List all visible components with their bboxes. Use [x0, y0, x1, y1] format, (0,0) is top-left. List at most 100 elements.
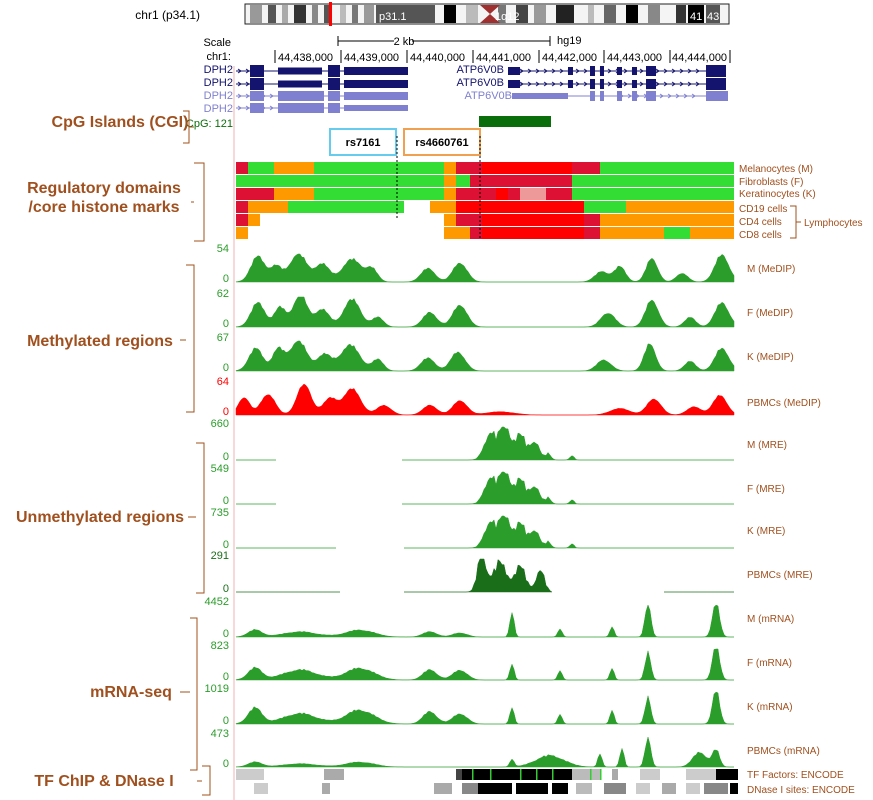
- gene-exon: [600, 91, 604, 101]
- ideogram-chrom-label: chr1 (p34.1): [135, 8, 200, 22]
- gene-exon: [590, 91, 595, 101]
- regulatory-segment: [584, 201, 626, 213]
- track-max-label: 823: [211, 640, 229, 652]
- gene-track: DPH2 DPH2 DPH2 DPH2 ATP6V0B ATP6V0B ATP6…: [204, 64, 728, 115]
- signal-area: [235, 340, 735, 372]
- track-min-label: 0: [223, 583, 229, 595]
- strand-arrow: [695, 68, 700, 74]
- track-label: F (MeDIP): [747, 308, 793, 319]
- gene-label: DPH2: [204, 64, 233, 76]
- regulatory-segment: [572, 175, 734, 187]
- gene-exon: [250, 65, 264, 77]
- regulatory-segment: [546, 188, 572, 200]
- regulatory-segment: [274, 188, 314, 200]
- gene-exon: [590, 79, 595, 89]
- gene-exon: [344, 105, 408, 111]
- signal-area: [235, 253, 735, 283]
- strand-arrow: [543, 81, 548, 87]
- strand-arrow: [691, 93, 696, 99]
- regulatory-segment: [664, 227, 690, 239]
- regulatory-row-label: Fibroblasts (F): [739, 177, 803, 188]
- dnase-site-block: [462, 783, 478, 794]
- track-label: TF Factors: ENCODE: [747, 770, 844, 781]
- section-title-regulatory: /core histone marks: [28, 199, 179, 216]
- strand-arrow: [575, 68, 580, 74]
- strand-arrow: [527, 68, 532, 74]
- gene-exon: [508, 67, 520, 75]
- regulatory-segment: [236, 201, 248, 213]
- gene-exon: [706, 65, 726, 77]
- regulatory-segment: [600, 227, 664, 239]
- gene-exon: [600, 79, 604, 89]
- gene-exon: [508, 80, 520, 88]
- strand-arrow: [527, 81, 532, 87]
- signal-tracks: [235, 253, 735, 768]
- regulatory-segment: [444, 188, 456, 200]
- tf-factor-block: [640, 769, 660, 780]
- gene-exon: [512, 93, 568, 99]
- regulatory-segment: [248, 201, 288, 213]
- track-label: PBMCs (MeDIP): [747, 398, 821, 409]
- signal-area: [236, 426, 734, 461]
- ideogram-band: [324, 5, 332, 23]
- strand-arrow: [575, 81, 580, 87]
- track-max-label: 660: [211, 418, 229, 430]
- signal-area: [235, 736, 734, 768]
- gene-exon: [568, 80, 573, 88]
- section-bracket: [197, 765, 211, 796]
- strand-arrow: [269, 105, 274, 111]
- signal-area: [235, 296, 735, 328]
- position-tick-label: 44,441,000: [476, 52, 531, 64]
- strand-arrow: [663, 81, 668, 87]
- strand-arrow: [551, 68, 556, 74]
- gene-exon: [617, 67, 622, 75]
- section-bracket: [183, 110, 194, 144]
- regulatory-segment: [444, 214, 456, 226]
- tf-factor-block: [716, 769, 738, 780]
- strand-arrow: [695, 81, 700, 87]
- track-min-label: 0: [223, 362, 229, 374]
- regulatory-segment: [248, 162, 274, 174]
- regulatory-segment: [456, 175, 470, 187]
- strand-arrow: [675, 93, 680, 99]
- position-tick-label: 44,443,000: [607, 52, 662, 64]
- signal-gap: [276, 459, 402, 461]
- strand-arrow: [687, 81, 692, 87]
- track-label: K (MeDIP): [747, 352, 794, 363]
- strand-arrow: [639, 68, 644, 74]
- gene-exon: [344, 80, 408, 88]
- regulatory-row-label: Keratinocytes (K): [739, 189, 816, 200]
- strand-arrow: [237, 105, 242, 111]
- regulatory-row-label: CD4 cells: [739, 217, 782, 228]
- tf-factor-mark: [490, 769, 492, 780]
- scale-bar-label: 2 kb: [394, 36, 415, 48]
- lymphocytes-bracket: [790, 205, 801, 239]
- chrom-position-label: chr1:: [207, 51, 231, 63]
- regulatory-segment: [584, 214, 600, 226]
- track-label: PBMCs (MRE): [747, 570, 813, 581]
- signal-gap: [276, 503, 402, 505]
- strand-arrow: [623, 68, 628, 74]
- section-bracket: [180, 264, 195, 413]
- strand-arrow: [559, 81, 564, 87]
- regulatory-segment: [626, 201, 734, 213]
- regulatory-segment: [496, 188, 508, 200]
- dnase-site-block: [434, 783, 452, 794]
- track-max-label: 549: [211, 463, 229, 475]
- snp-box-rs7161: [329, 128, 397, 156]
- regulatory-segment: [274, 162, 314, 174]
- signal-track-labels: 54 0 M (MeDIP) 62 0 F (MeDIP) 67 0 K (Me…: [205, 243, 856, 796]
- gene-label: ATP6V0B: [465, 90, 513, 102]
- strand-arrow: [535, 68, 540, 74]
- section-title-unmethylated: Unmethylated regions: [16, 509, 184, 526]
- tf-factor-block: [686, 769, 716, 780]
- gene-exon: [278, 103, 324, 113]
- regulatory-segment: [444, 175, 456, 187]
- gene-exon: [632, 91, 637, 101]
- regulatory-row-label: CD19 cells: [739, 204, 787, 215]
- dnase-site-block: [254, 783, 268, 794]
- gene-label: ATP6V0B: [457, 77, 505, 89]
- gene-exon: [568, 67, 573, 75]
- track-min-label: 0: [223, 495, 229, 507]
